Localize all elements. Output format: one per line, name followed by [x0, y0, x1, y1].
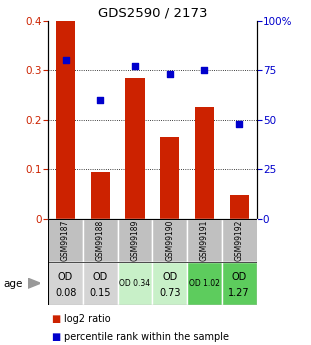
Text: 1.27: 1.27 — [228, 288, 250, 298]
Bar — [187, 219, 222, 262]
Bar — [91, 172, 110, 219]
Bar — [160, 137, 179, 219]
Point — [237, 121, 242, 127]
Bar — [125, 78, 145, 219]
Text: 0.73: 0.73 — [159, 288, 180, 298]
Text: age: age — [4, 279, 23, 288]
Bar — [152, 219, 187, 262]
Text: GSM99187: GSM99187 — [61, 220, 70, 261]
Point — [167, 71, 172, 77]
Text: OD 1.02: OD 1.02 — [189, 279, 220, 288]
Bar — [230, 195, 249, 219]
Text: OD: OD — [162, 272, 177, 282]
Bar — [152, 262, 187, 305]
Text: ■: ■ — [51, 333, 61, 342]
Point — [98, 97, 103, 103]
Bar — [83, 219, 118, 262]
Text: GSM99188: GSM99188 — [96, 220, 105, 261]
Bar — [222, 262, 257, 305]
Bar — [118, 262, 152, 305]
Bar — [48, 219, 83, 262]
Bar — [83, 262, 118, 305]
Bar — [56, 21, 75, 219]
Point — [202, 68, 207, 73]
Text: OD 0.34: OD 0.34 — [119, 279, 151, 288]
Text: GSM99192: GSM99192 — [235, 220, 244, 261]
Point — [63, 58, 68, 63]
Text: ■: ■ — [51, 314, 61, 324]
Text: percentile rank within the sample: percentile rank within the sample — [64, 333, 229, 342]
Text: OD: OD — [58, 272, 73, 282]
Point — [132, 63, 137, 69]
Text: 0.08: 0.08 — [55, 288, 76, 298]
Bar — [48, 262, 83, 305]
Bar — [118, 219, 152, 262]
Polygon shape — [28, 278, 40, 288]
Text: OD: OD — [232, 272, 247, 282]
Bar — [195, 108, 214, 219]
Bar — [222, 219, 257, 262]
Text: GSM99189: GSM99189 — [131, 220, 140, 261]
Title: GDS2590 / 2173: GDS2590 / 2173 — [98, 7, 207, 20]
Text: 0.15: 0.15 — [90, 288, 111, 298]
Text: GSM99190: GSM99190 — [165, 220, 174, 262]
Text: GSM99191: GSM99191 — [200, 220, 209, 261]
Text: log2 ratio: log2 ratio — [64, 314, 110, 324]
Bar — [187, 262, 222, 305]
Text: OD: OD — [93, 272, 108, 282]
